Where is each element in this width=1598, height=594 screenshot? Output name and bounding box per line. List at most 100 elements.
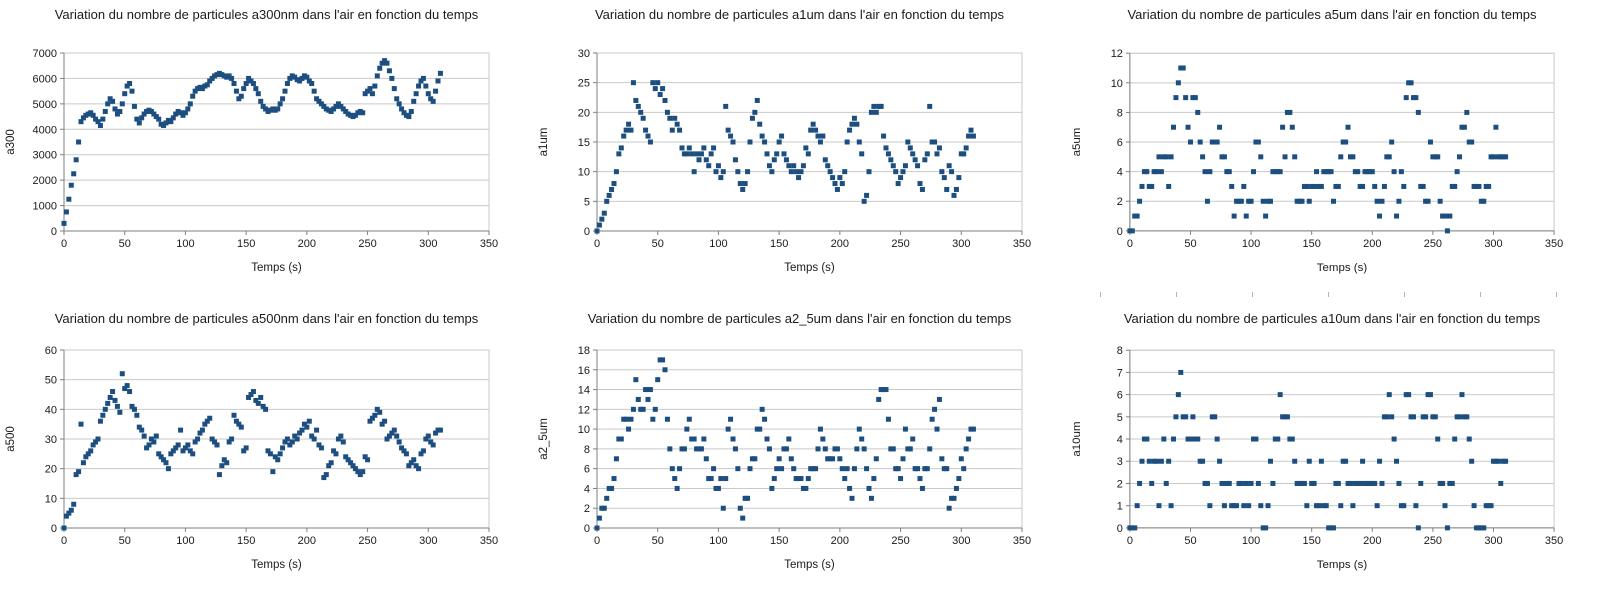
data-point bbox=[1457, 154, 1463, 160]
data-point bbox=[1374, 198, 1380, 204]
data-point bbox=[173, 111, 179, 117]
data-point bbox=[849, 495, 855, 501]
data-point bbox=[662, 367, 668, 373]
data-point bbox=[158, 454, 164, 460]
data-point bbox=[1379, 480, 1385, 486]
data-point bbox=[297, 430, 303, 436]
data-point bbox=[221, 457, 227, 463]
data-point bbox=[711, 145, 717, 151]
data-point bbox=[197, 430, 203, 436]
data-point bbox=[803, 485, 809, 491]
data-point bbox=[932, 139, 938, 145]
data-point bbox=[1452, 436, 1458, 442]
data-point bbox=[1406, 392, 1412, 398]
x-tick-label: 50 bbox=[119, 238, 131, 250]
data-point bbox=[1200, 154, 1206, 160]
x-tick-label: 0 bbox=[61, 238, 67, 250]
data-point bbox=[272, 454, 278, 460]
x-tick-label: 200 bbox=[831, 238, 849, 250]
data-point bbox=[718, 175, 724, 181]
data-point bbox=[1137, 480, 1143, 486]
data-point bbox=[915, 466, 921, 472]
data-point bbox=[1282, 154, 1288, 160]
data-point bbox=[182, 445, 188, 451]
data-point bbox=[151, 111, 157, 117]
data-point bbox=[1413, 503, 1419, 509]
data-point bbox=[745, 495, 751, 501]
data-point bbox=[1238, 198, 1244, 204]
data-point bbox=[420, 448, 426, 454]
data-point bbox=[1331, 525, 1336, 531]
x-tick-label: 100 bbox=[1242, 535, 1260, 547]
data-point bbox=[1350, 503, 1356, 509]
data-point bbox=[377, 409, 383, 415]
data-point bbox=[139, 115, 145, 121]
data-point bbox=[1171, 436, 1177, 442]
data-point bbox=[701, 436, 707, 442]
data-point bbox=[613, 456, 619, 462]
data-point bbox=[161, 457, 167, 463]
x-tick-label: 0 bbox=[61, 535, 67, 547]
data-point bbox=[231, 412, 237, 418]
y-tick-label: 18 bbox=[578, 345, 590, 357]
data-point bbox=[1306, 458, 1312, 464]
data-point bbox=[929, 416, 935, 422]
data-point bbox=[1391, 169, 1397, 175]
data-point bbox=[747, 466, 753, 472]
data-point bbox=[732, 446, 738, 452]
y-tick-label: 6 bbox=[584, 464, 590, 476]
data-point bbox=[309, 81, 315, 87]
data-point bbox=[403, 451, 409, 457]
data-point bbox=[936, 145, 942, 151]
plot-border bbox=[596, 349, 1023, 529]
data-point bbox=[117, 409, 123, 415]
x-tick-label: 50 bbox=[1184, 535, 1196, 547]
data-point bbox=[406, 463, 412, 469]
x-tick-label: 100 bbox=[709, 238, 727, 250]
x-tick-label: 50 bbox=[652, 535, 664, 547]
data-point bbox=[280, 96, 286, 102]
data-point bbox=[837, 175, 843, 181]
data-point bbox=[910, 436, 916, 442]
data-point bbox=[1452, 183, 1458, 189]
data-point bbox=[907, 145, 913, 151]
data-point bbox=[1350, 154, 1356, 160]
data-point bbox=[1386, 392, 1392, 398]
data-point bbox=[1372, 480, 1378, 486]
data-point bbox=[966, 436, 972, 442]
y-tick-label: 3 bbox=[1117, 456, 1123, 468]
data-point bbox=[953, 186, 959, 192]
data-point bbox=[1471, 503, 1477, 509]
data-point bbox=[728, 133, 734, 139]
data-point bbox=[813, 466, 819, 472]
data-point bbox=[970, 133, 976, 139]
data-point bbox=[175, 442, 181, 448]
data-point bbox=[238, 93, 244, 99]
data-point bbox=[718, 476, 724, 482]
data-point bbox=[1331, 198, 1336, 204]
data-point bbox=[190, 93, 196, 99]
data-point bbox=[769, 169, 775, 175]
data-point bbox=[134, 116, 140, 122]
data-point bbox=[662, 97, 668, 103]
data-point bbox=[367, 418, 373, 424]
data-point bbox=[866, 485, 872, 491]
data-point bbox=[1304, 183, 1310, 189]
data-point bbox=[842, 476, 848, 482]
data-point bbox=[423, 436, 429, 442]
data-point bbox=[919, 186, 925, 192]
data-point bbox=[715, 163, 721, 169]
data-point bbox=[1243, 213, 1249, 219]
data-point bbox=[129, 403, 135, 409]
data-point bbox=[725, 127, 731, 133]
data-point bbox=[883, 387, 889, 393]
data-point bbox=[613, 169, 619, 175]
data-point bbox=[771, 476, 777, 482]
y-tick-label: 1 bbox=[1117, 501, 1123, 513]
data-point bbox=[898, 476, 904, 482]
data-point bbox=[871, 103, 877, 109]
data-point bbox=[660, 357, 666, 363]
data-point bbox=[236, 421, 242, 427]
data-point bbox=[737, 181, 743, 187]
data-point bbox=[701, 145, 707, 151]
